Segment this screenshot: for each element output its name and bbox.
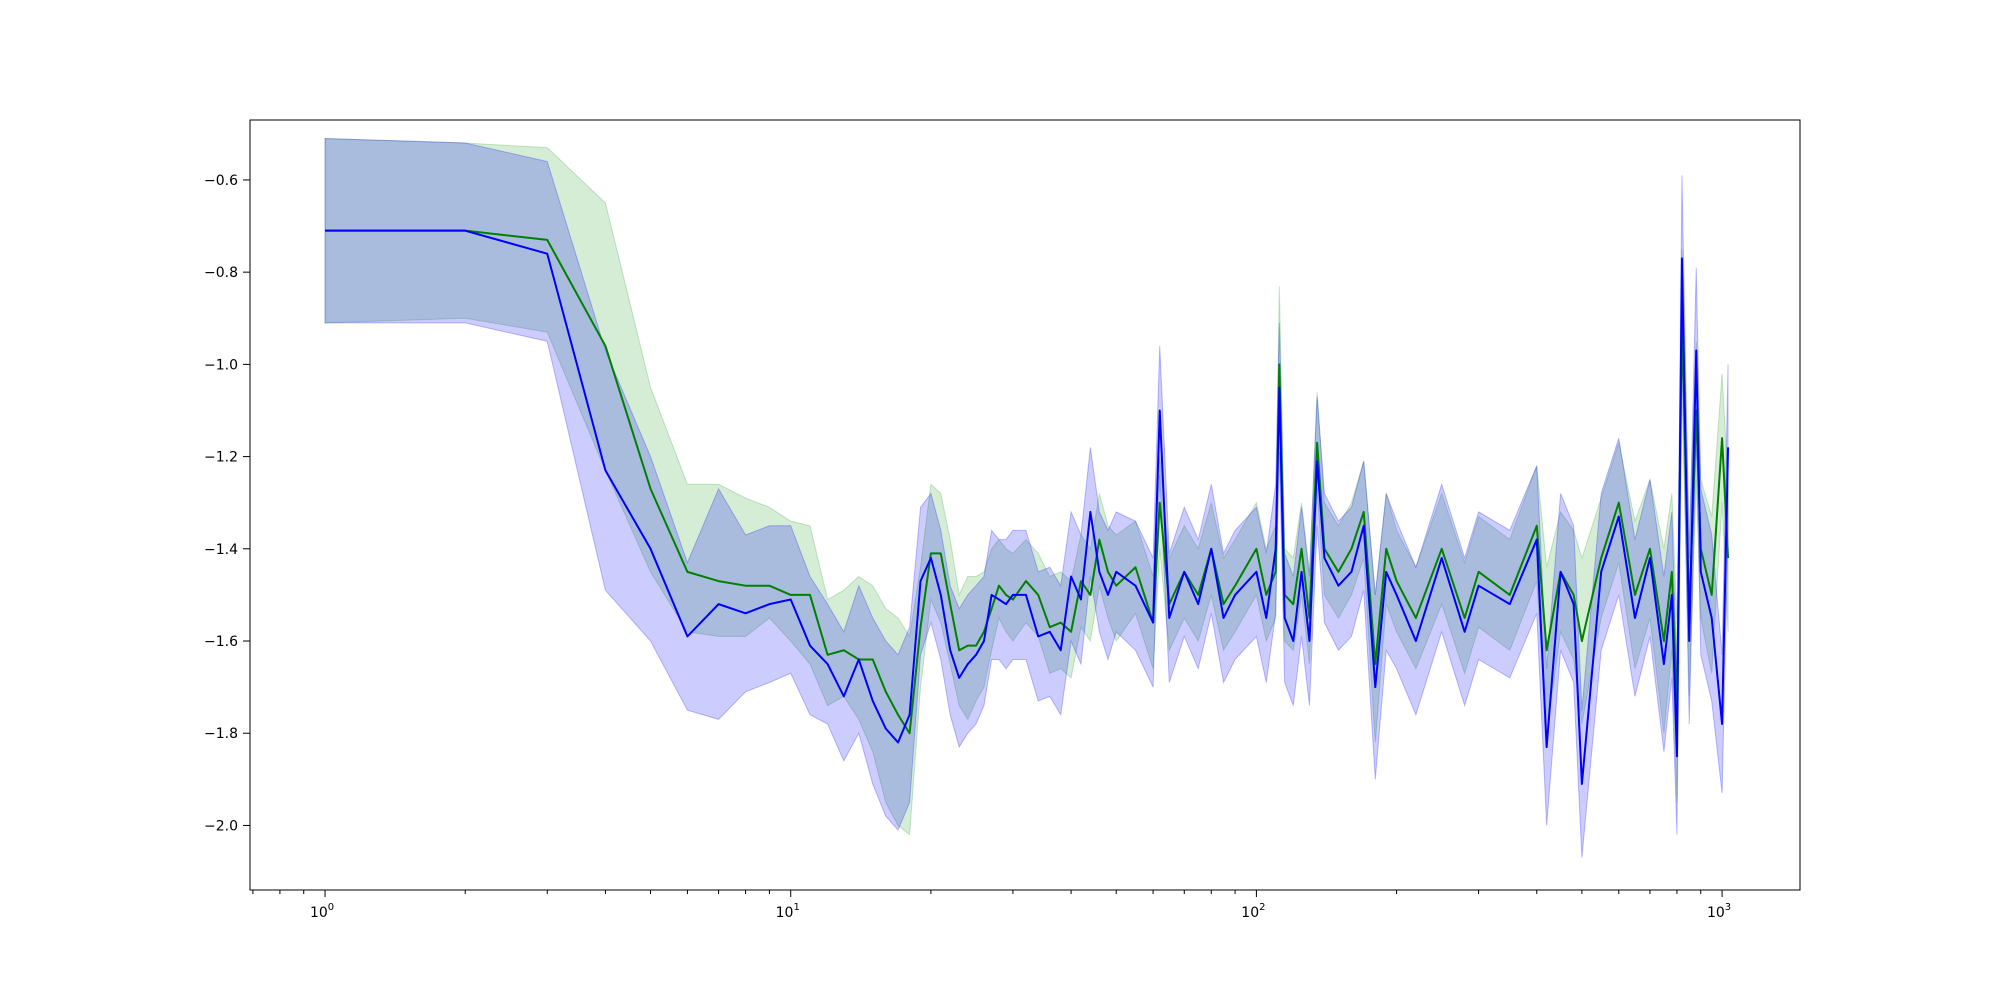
y-tick-label: −0.8 xyxy=(204,265,238,281)
y-tick-label: −1.0 xyxy=(204,357,238,373)
x-tick-label: 100 xyxy=(310,902,334,921)
plot-frame xyxy=(249,119,1801,891)
x-tick-label: 102 xyxy=(1241,902,1265,921)
series-2-line xyxy=(325,229,1730,785)
series-2-band xyxy=(324,137,1729,858)
x-tick-label: 101 xyxy=(776,902,800,921)
y-tick-label: −1.2 xyxy=(204,450,238,466)
y-tick-label: −1.6 xyxy=(204,634,238,650)
x-axis: 100 101 102 103 xyxy=(252,890,1731,921)
x-tick-label: 103 xyxy=(1707,902,1731,921)
series-lines xyxy=(325,229,1730,785)
y-tick-label: −2.0 xyxy=(204,818,238,834)
y-tick-label: −0.6 xyxy=(204,173,238,189)
y-tick-label: −1.4 xyxy=(204,542,238,558)
y-tick-label: −1.8 xyxy=(204,726,238,742)
y-axis: −0.6 −0.8 −1.0 −1.2 −1.4 −1.6 −1.8 −2.0 xyxy=(204,173,250,834)
